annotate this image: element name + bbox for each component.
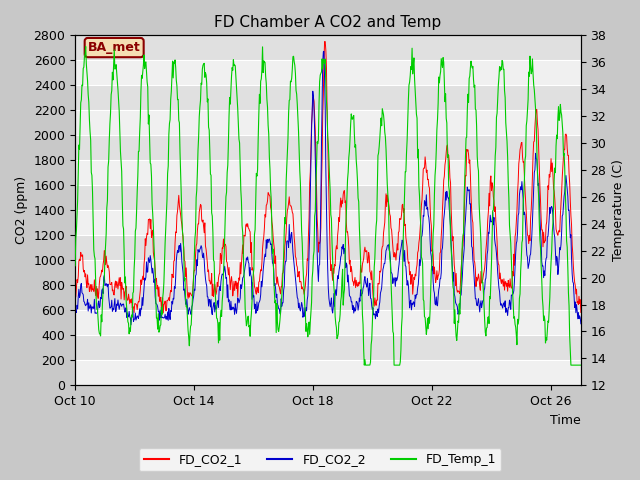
FD_CO2_2 — [140, 285, 148, 291]
FD_CO2_2 — [334, 276, 342, 282]
Bar — [75, 336, 581, 360]
Bar — [75, 135, 581, 160]
FD_Temp_1 — [174, 96, 182, 102]
Text: BA_met: BA_met — [88, 41, 141, 54]
Y-axis label: CO2 (ppm): CO2 (ppm) — [15, 176, 28, 244]
FD_Temp_1 — [459, 232, 467, 238]
Bar — [75, 360, 581, 385]
FD_CO2_2 — [71, 313, 79, 319]
FD_CO2_2 — [127, 322, 135, 328]
FD_Temp_1 — [130, 289, 138, 295]
FD_CO2_2 — [130, 319, 138, 324]
FD_Temp_1 — [577, 362, 585, 368]
Title: FD Chamber A CO2 and Temp: FD Chamber A CO2 and Temp — [214, 15, 442, 30]
FD_Temp_1 — [334, 334, 342, 340]
FD_CO2_1 — [334, 226, 342, 232]
FD_CO2_1 — [577, 310, 585, 315]
FD_CO2_1 — [459, 243, 467, 249]
FD_CO2_2 — [577, 321, 585, 327]
FD_Temp_1 — [71, 263, 79, 269]
Line: FD_CO2_2: FD_CO2_2 — [75, 51, 581, 325]
FD_CO2_1 — [377, 267, 385, 273]
Bar — [75, 160, 581, 185]
Bar — [75, 260, 581, 285]
Bar — [75, 235, 581, 260]
FD_Temp_1 — [140, 52, 148, 58]
Legend: FD_CO2_1, FD_CO2_2, FD_Temp_1: FD_CO2_1, FD_CO2_2, FD_Temp_1 — [139, 448, 501, 471]
FD_CO2_2 — [459, 261, 467, 266]
FD_CO2_2 — [320, 48, 328, 54]
FD_Temp_1 — [377, 115, 385, 121]
FD_CO2_1 — [71, 294, 79, 300]
FD_CO2_2 — [174, 250, 182, 255]
X-axis label: Time: Time — [550, 414, 581, 427]
Line: FD_Temp_1: FD_Temp_1 — [75, 47, 581, 365]
Bar — [75, 110, 581, 135]
Bar — [75, 210, 581, 235]
FD_CO2_1 — [174, 201, 182, 207]
FD_CO2_1 — [140, 277, 147, 283]
Line: FD_CO2_1: FD_CO2_1 — [75, 42, 581, 313]
FD_CO2_1 — [129, 303, 137, 309]
Bar — [75, 185, 581, 210]
FD_Temp_1 — [82, 44, 90, 49]
Bar — [75, 36, 581, 60]
Bar — [75, 311, 581, 336]
Bar — [75, 285, 581, 311]
Bar — [75, 85, 581, 110]
Bar — [75, 60, 581, 85]
FD_CO2_1 — [159, 310, 167, 316]
Y-axis label: Temperature (C): Temperature (C) — [612, 159, 625, 261]
FD_CO2_1 — [321, 39, 328, 45]
FD_Temp_1 — [360, 362, 368, 368]
FD_CO2_2 — [377, 288, 385, 294]
